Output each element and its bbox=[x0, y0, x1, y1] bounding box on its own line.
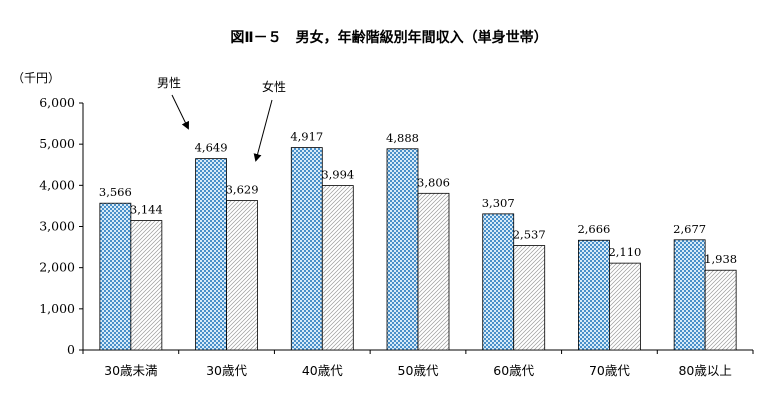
value-labels: 3,566 3,144 4,649 3,629 4,917 3,994 4,888 3,806… bbox=[99, 130, 737, 267]
value-label-female: 3,806 bbox=[417, 175, 450, 189]
value-label-male: 2,666 bbox=[577, 222, 610, 236]
value-label-male: 3,566 bbox=[99, 185, 132, 199]
legend-annotations: 男性 女性 bbox=[157, 76, 286, 162]
legend-female-label: 女性 bbox=[262, 79, 286, 94]
legend-male-arrow bbox=[171, 94, 189, 130]
legend-male-label: 男性 bbox=[157, 76, 181, 90]
x-category-label: 50歳代 bbox=[398, 363, 439, 378]
y-unit-label: （千円） bbox=[12, 71, 60, 85]
x-category-label: 60歳代 bbox=[493, 363, 534, 378]
y-tick-label: 2,000 bbox=[39, 260, 75, 275]
y-tick-label: 3,000 bbox=[39, 219, 75, 234]
bar-female bbox=[226, 200, 258, 351]
legend-female-arrow bbox=[253, 99, 273, 162]
value-label-male: 2,677 bbox=[673, 222, 706, 236]
y-tick-label: 1,000 bbox=[39, 301, 75, 316]
bar-male bbox=[482, 213, 515, 351]
bar-male bbox=[195, 158, 227, 351]
x-category-label: 30歳代 bbox=[206, 363, 247, 378]
axes: 0 1,000 2,000 3,000 4,000 5,000 6,000 30歳未満 30歳代… bbox=[39, 95, 754, 378]
bar-male bbox=[386, 148, 419, 351]
bar-female bbox=[321, 185, 354, 351]
bar-female bbox=[130, 220, 163, 351]
value-label-female: 3,144 bbox=[130, 203, 163, 217]
value-label-female: 2,537 bbox=[513, 228, 546, 242]
bar-female bbox=[417, 192, 450, 351]
value-label-female: 1,938 bbox=[704, 252, 737, 266]
value-label-male: 4,888 bbox=[386, 131, 419, 145]
y-tick-label: 0 bbox=[67, 342, 75, 357]
x-category-label: 30歳未満 bbox=[104, 363, 157, 378]
bar-male bbox=[99, 202, 132, 351]
bar-female bbox=[704, 269, 737, 351]
x-category-label: 40歳代 bbox=[302, 363, 343, 378]
value-label-male: 4,649 bbox=[195, 141, 228, 155]
bar-male bbox=[290, 147, 323, 351]
bar-female bbox=[609, 262, 641, 351]
bars bbox=[99, 147, 737, 351]
value-label-male: 3,307 bbox=[482, 196, 515, 210]
bar-female bbox=[513, 245, 546, 351]
bar-male bbox=[578, 239, 610, 351]
chart-title: 図Ⅱ－５ 男女，年齢階級別年間収入（単身世帯） bbox=[230, 29, 547, 46]
y-tick-label: 6,000 bbox=[39, 95, 75, 110]
value-label-female: 2,110 bbox=[608, 245, 641, 259]
x-category-label: 80歳以上 bbox=[678, 363, 731, 378]
value-label-female: 3,994 bbox=[321, 168, 354, 182]
y-tick-label: 4,000 bbox=[39, 177, 75, 192]
bar-male bbox=[673, 239, 706, 351]
x-category-label: 70歳代 bbox=[589, 363, 630, 378]
value-label-female: 3,629 bbox=[226, 183, 259, 197]
y-tick-label: 5,000 bbox=[39, 136, 75, 151]
value-label-male: 4,917 bbox=[290, 130, 323, 144]
